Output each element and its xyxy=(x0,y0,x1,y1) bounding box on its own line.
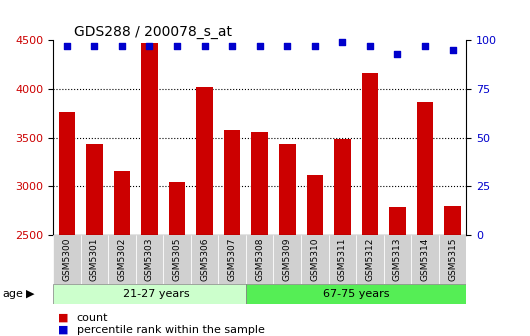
Bar xyxy=(108,235,136,284)
Text: GSM5311: GSM5311 xyxy=(338,238,347,281)
Bar xyxy=(246,284,466,304)
Text: GSM5315: GSM5315 xyxy=(448,238,457,281)
Bar xyxy=(334,139,351,235)
Text: percentile rank within the sample: percentile rank within the sample xyxy=(77,325,264,335)
Text: ■: ■ xyxy=(58,312,69,323)
Point xyxy=(311,43,319,49)
Text: GSM5309: GSM5309 xyxy=(283,238,292,281)
Bar xyxy=(86,143,103,235)
Point xyxy=(448,47,457,53)
Text: 67-75 years: 67-75 years xyxy=(323,289,390,299)
Text: GSM5308: GSM5308 xyxy=(255,238,264,281)
Text: GSM5307: GSM5307 xyxy=(228,238,236,281)
Point xyxy=(118,43,126,49)
Text: GSM5305: GSM5305 xyxy=(173,238,181,281)
Text: GSM5301: GSM5301 xyxy=(90,238,99,281)
Bar xyxy=(191,235,218,284)
Bar xyxy=(163,235,191,284)
Text: 21-27 years: 21-27 years xyxy=(123,289,190,299)
Bar xyxy=(218,235,246,284)
Bar xyxy=(389,207,406,235)
Bar xyxy=(444,206,461,235)
Bar xyxy=(301,235,329,284)
Bar xyxy=(439,235,466,284)
Bar xyxy=(329,235,356,284)
Bar xyxy=(356,235,384,284)
Point xyxy=(228,43,236,49)
Bar xyxy=(169,181,185,235)
Bar xyxy=(81,235,108,284)
Point xyxy=(283,43,292,49)
Bar xyxy=(53,284,246,304)
Point xyxy=(90,43,99,49)
Text: GSM5300: GSM5300 xyxy=(63,238,71,281)
Point xyxy=(366,43,374,49)
Text: GSM5314: GSM5314 xyxy=(421,238,429,281)
Text: GSM5310: GSM5310 xyxy=(311,238,319,281)
Bar xyxy=(196,87,213,235)
Point xyxy=(145,43,154,49)
Bar xyxy=(58,113,75,235)
Bar xyxy=(279,143,296,235)
Point xyxy=(255,43,264,49)
Bar xyxy=(113,171,130,235)
Text: GSM5303: GSM5303 xyxy=(145,238,154,281)
Bar xyxy=(141,43,158,235)
Point xyxy=(63,43,71,49)
Text: GDS288 / 200078_s_at: GDS288 / 200078_s_at xyxy=(74,25,232,39)
Text: ■: ■ xyxy=(58,325,69,335)
Point xyxy=(421,43,429,49)
Bar xyxy=(53,235,81,284)
Text: GSM5302: GSM5302 xyxy=(118,238,126,281)
Text: count: count xyxy=(77,312,108,323)
Text: GSM5312: GSM5312 xyxy=(366,238,374,281)
Bar xyxy=(273,235,301,284)
Bar xyxy=(224,130,241,235)
Point xyxy=(173,43,181,49)
Bar xyxy=(136,235,163,284)
Text: GSM5306: GSM5306 xyxy=(200,238,209,281)
Bar xyxy=(384,235,411,284)
Bar xyxy=(417,102,434,235)
Point xyxy=(338,40,347,45)
Text: GSM5313: GSM5313 xyxy=(393,238,402,281)
Bar xyxy=(246,235,273,284)
Bar xyxy=(251,132,268,235)
Text: age: age xyxy=(3,289,23,299)
Bar xyxy=(306,175,323,235)
Bar xyxy=(411,235,439,284)
Text: ▶: ▶ xyxy=(26,289,34,299)
Bar xyxy=(361,74,378,235)
Point xyxy=(200,43,209,49)
Point xyxy=(393,51,402,57)
